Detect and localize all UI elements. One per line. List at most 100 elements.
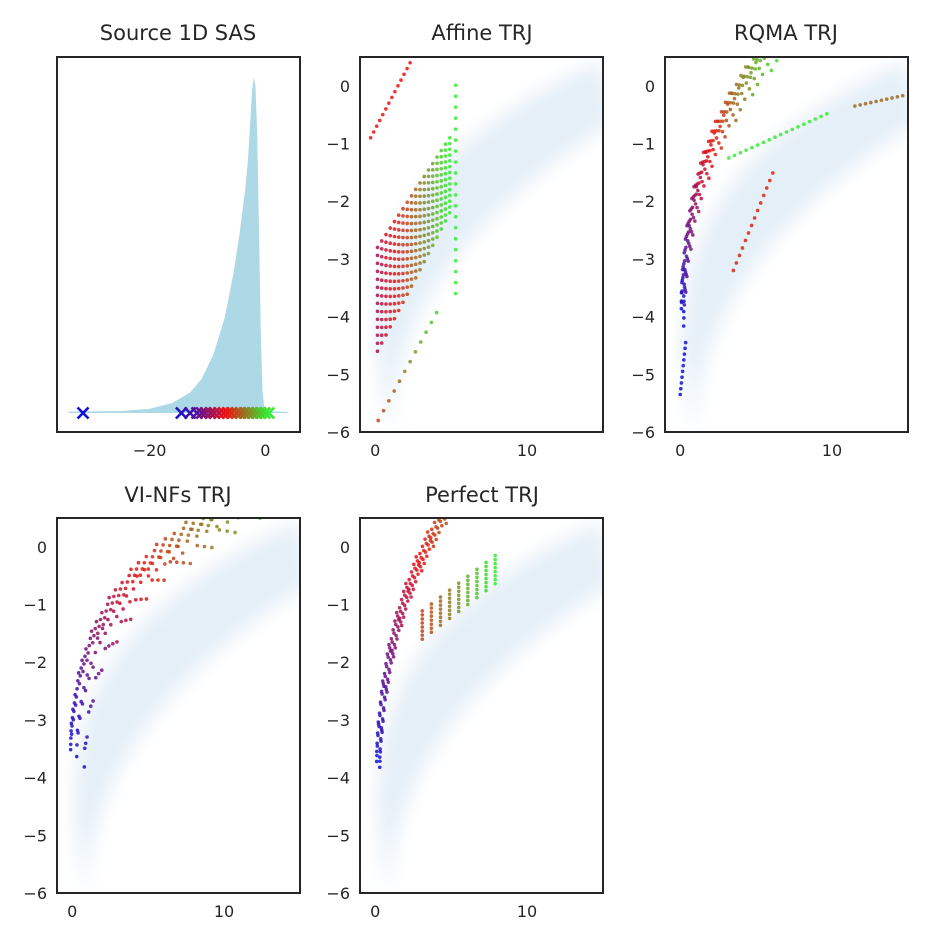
scatter-point [681, 275, 685, 280]
scatter-point [286, 476, 290, 480]
scatter-point [394, 633, 398, 638]
scatter-point [693, 219, 697, 223]
scatter-point [498, 425, 502, 429]
y-tick-label: −3 [326, 711, 350, 730]
scatter-point [682, 316, 686, 320]
scatter-point [378, 750, 383, 754]
scatter-point [413, 228, 418, 233]
scatter-point [680, 278, 685, 283]
scatter-point [198, 522, 203, 527]
scatter-point [447, 199, 452, 204]
scatter-point [726, 156, 731, 160]
scatter-point [159, 549, 163, 553]
scatter-point [476, 473, 480, 477]
scatter-point [784, 130, 789, 134]
scatter-point [682, 261, 686, 266]
scatter-point [191, 521, 196, 526]
y-tick-label: −2 [23, 653, 47, 672]
scatter-point [438, 615, 443, 620]
scatter-point [456, 585, 461, 590]
scatter-point [82, 746, 87, 751]
scatter-point [413, 579, 418, 584]
scatter-point [420, 637, 425, 641]
scatter-point [374, 759, 379, 764]
scatter-point [76, 679, 80, 683]
scatter-point [391, 655, 396, 659]
scatter-point [426, 168, 431, 172]
scatter-point [392, 264, 397, 269]
scatter-point [107, 644, 111, 648]
scatter-point [271, 485, 275, 489]
scatter-point [220, 513, 224, 517]
scatter-point [409, 284, 414, 288]
scatter-point [430, 161, 435, 166]
scatter-point [150, 554, 155, 559]
scatter-point [161, 543, 165, 547]
scatter-point [379, 270, 384, 275]
scatter-point [443, 201, 448, 206]
scatter-point [710, 164, 714, 169]
scatter-point [392, 272, 397, 276]
scatter-point [185, 539, 190, 543]
scatter-point [380, 730, 384, 735]
scatter-point [422, 200, 427, 205]
scatter-point [91, 665, 95, 669]
scatter-point [111, 609, 116, 614]
scatter-point [493, 553, 497, 558]
scatter-point [375, 253, 380, 258]
scatter-point [467, 464, 471, 468]
scatter-point [108, 607, 113, 612]
scatter-point [267, 499, 271, 503]
scatter-point [388, 256, 393, 261]
density-background [72, 521, 300, 893]
scatter-point [750, 92, 755, 97]
scatter-point [383, 697, 387, 702]
scatter-point [289, 488, 293, 492]
scatter-point [206, 523, 211, 528]
scatter-point [82, 685, 86, 690]
scatter-point [405, 278, 410, 282]
scatter-point [204, 529, 209, 534]
scatter-point [482, 456, 486, 460]
scatter-point [95, 636, 100, 640]
scatter-point [489, 459, 493, 463]
scatter-point [392, 242, 397, 246]
scatter-point [466, 586, 470, 591]
scatter-point [429, 606, 434, 610]
panel-title: RQMA TRJ [734, 21, 838, 45]
scatter-point [438, 607, 443, 611]
scatter-point [265, 478, 269, 482]
scatter-point [744, 81, 749, 85]
scatter-point [377, 118, 382, 123]
scatter-point [771, 53, 775, 57]
scatter-point [387, 642, 391, 647]
scatter-point [438, 599, 443, 603]
scatter-point [493, 577, 497, 582]
scatter-point [447, 600, 452, 605]
scatter-point [682, 303, 687, 307]
scatter-point [413, 242, 418, 246]
scatter-point [693, 202, 698, 206]
scatter-point [388, 317, 393, 322]
scatter-point [379, 278, 384, 283]
scatter-point [405, 207, 410, 212]
scatter-point [426, 181, 431, 185]
scatter-point [212, 512, 216, 516]
scatter-point [438, 507, 442, 511]
scatter-point [418, 221, 422, 225]
scatter-point [757, 66, 761, 71]
scatter-point [439, 179, 444, 183]
scatter-point [399, 78, 403, 82]
tick-labels: −20 0 [133, 441, 271, 460]
scatter-point [394, 610, 399, 615]
scatter-point [422, 227, 427, 231]
scatter-point [195, 543, 200, 548]
scatter-point [114, 614, 119, 619]
scatter-point [387, 101, 391, 105]
y-tick-label: −5 [326, 365, 350, 384]
scatter-point [435, 173, 439, 178]
scatter-point [453, 94, 458, 99]
scatter-point [396, 272, 401, 276]
scatter-point [381, 681, 386, 686]
scatter-point [100, 610, 104, 615]
